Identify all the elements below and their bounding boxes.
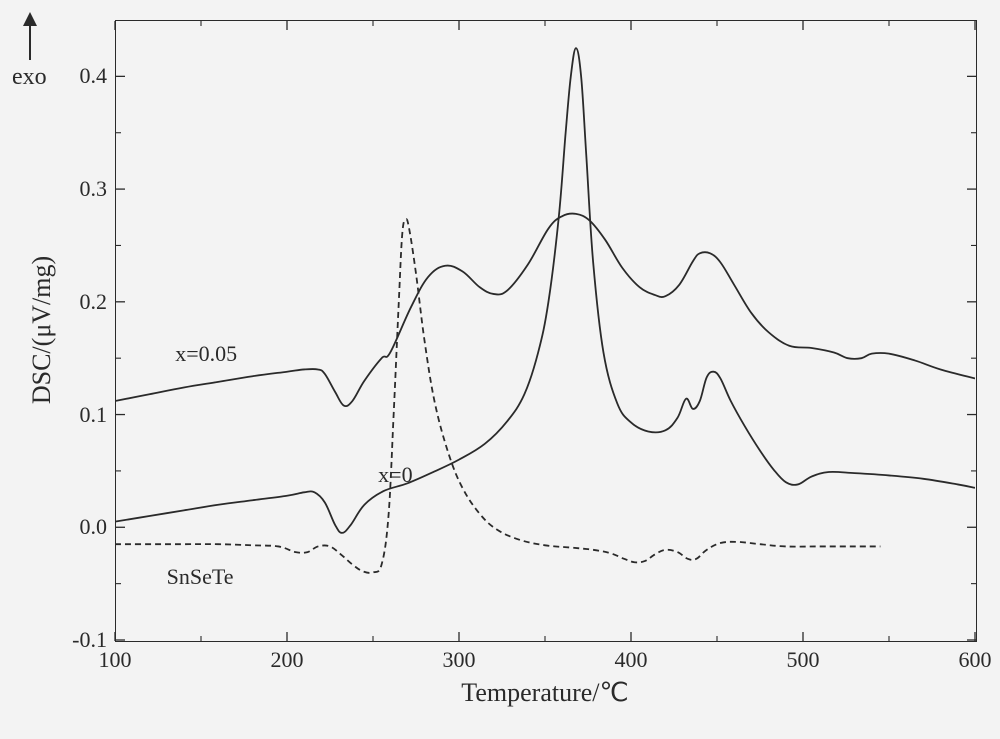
x-tick-label: 200 — [271, 647, 304, 673]
series-label-x=0.05: x=0.05 — [175, 341, 237, 367]
x-tick-label: 500 — [787, 647, 820, 673]
chart-frame: Temperature/℃ DSC/(μV/mg) exo — [0, 0, 1000, 739]
y-tick-label: 0.2 — [47, 289, 107, 315]
series-label-x=0: x=0 — [378, 462, 412, 488]
series-label-SnSeTe: SnSeTe — [167, 564, 234, 590]
x-axis-label: Temperature/℃ — [461, 678, 628, 708]
y-tick-label: 0.0 — [47, 514, 107, 540]
chart-svg — [0, 0, 1000, 739]
x-tick-label: 600 — [959, 647, 992, 673]
y-tick-label: 0.1 — [47, 402, 107, 428]
y-tick-label: 0.4 — [47, 63, 107, 89]
series-SnSeTe — [115, 219, 880, 573]
series-x=0.05 — [115, 214, 975, 407]
exo-label: exo — [12, 64, 47, 91]
series-x=0 — [115, 48, 975, 533]
y-tick-label: 0.3 — [47, 176, 107, 202]
x-tick-label: 300 — [443, 647, 476, 673]
y-tick-label: -0.1 — [47, 627, 107, 653]
x-tick-label: 400 — [615, 647, 648, 673]
y-axis-label: DSC/(μV/mg) — [27, 256, 57, 404]
